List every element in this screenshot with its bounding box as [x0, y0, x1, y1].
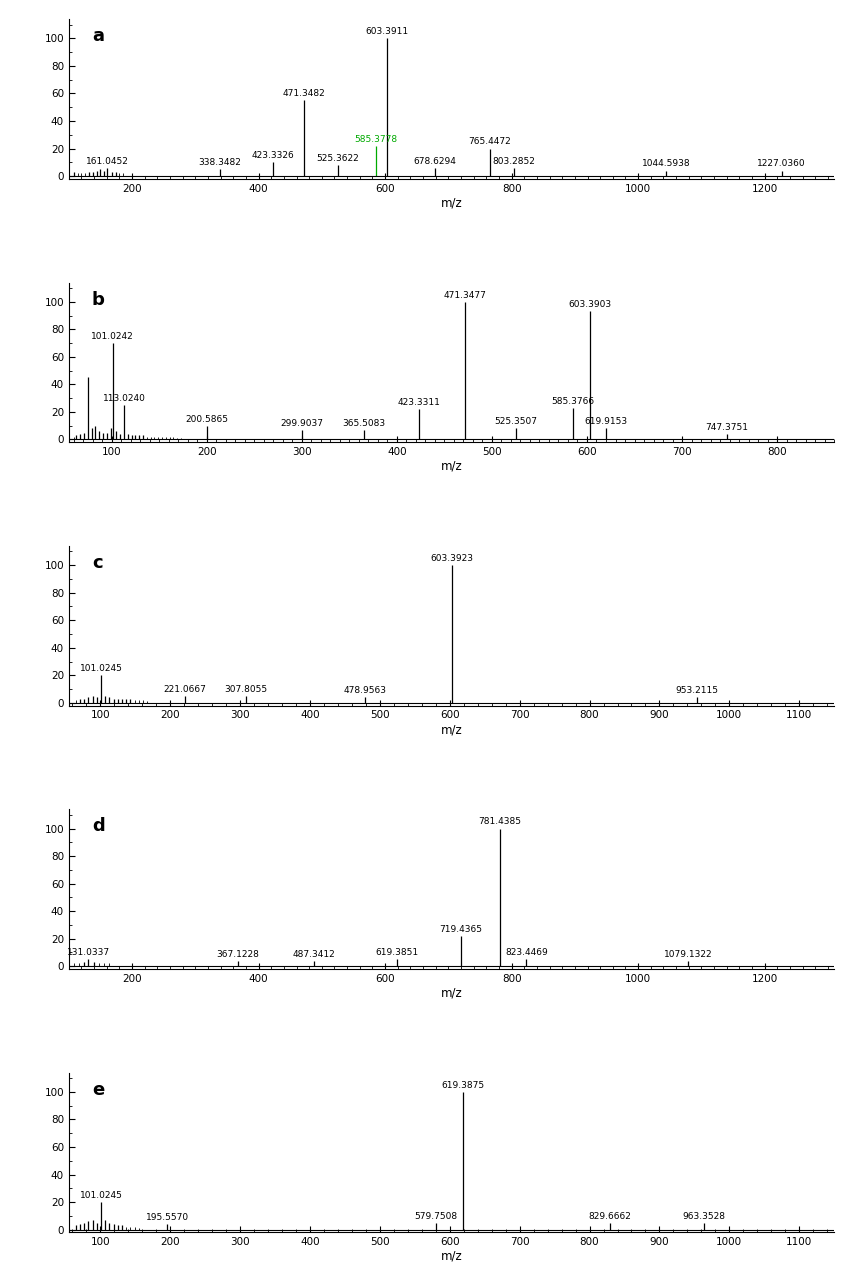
Text: 585.3778: 585.3778: [354, 134, 397, 144]
Text: 525.3507: 525.3507: [494, 418, 538, 427]
Text: 747.3751: 747.3751: [705, 423, 748, 432]
Text: 619.3875: 619.3875: [442, 1080, 485, 1089]
Text: 338.3482: 338.3482: [198, 158, 241, 167]
Text: 603.3911: 603.3911: [366, 27, 408, 36]
Text: 719.4365: 719.4365: [439, 925, 482, 933]
Text: 101.0245: 101.0245: [79, 1191, 122, 1200]
Text: 365.5083: 365.5083: [342, 419, 385, 428]
Text: d: d: [92, 817, 105, 835]
Text: b: b: [92, 290, 105, 309]
Text: 603.3903: 603.3903: [568, 300, 611, 309]
Text: 113.0240: 113.0240: [102, 393, 145, 404]
Text: 803.2852: 803.2852: [492, 157, 535, 166]
Text: 101.0245: 101.0245: [79, 664, 122, 673]
Text: 101.0242: 101.0242: [91, 332, 134, 341]
Text: 525.3622: 525.3622: [316, 155, 359, 163]
Text: 823.4469: 823.4469: [505, 949, 548, 958]
Text: 161.0452: 161.0452: [86, 157, 129, 166]
Text: 131.0337: 131.0337: [67, 949, 110, 958]
Text: 585.3766: 585.3766: [551, 397, 594, 406]
X-axis label: m/z: m/z: [440, 197, 463, 209]
Text: 579.7508: 579.7508: [414, 1212, 458, 1221]
Text: 471.3477: 471.3477: [443, 291, 486, 300]
Text: 221.0667: 221.0667: [163, 684, 206, 693]
Text: 423.3326: 423.3326: [252, 151, 295, 160]
Text: 765.4472: 765.4472: [469, 138, 511, 147]
Text: e: e: [92, 1080, 104, 1098]
Text: 963.3528: 963.3528: [682, 1212, 725, 1221]
Text: 195.5570: 195.5570: [145, 1213, 188, 1222]
X-axis label: m/z: m/z: [440, 1250, 463, 1263]
Text: 200.5865: 200.5865: [186, 415, 229, 424]
Text: 299.9037: 299.9037: [280, 419, 323, 428]
Text: 1227.0360: 1227.0360: [758, 160, 806, 169]
Text: 619.3851: 619.3851: [376, 949, 419, 958]
Text: 478.9563: 478.9563: [344, 686, 387, 695]
Text: 471.3482: 471.3482: [282, 89, 325, 98]
Text: 307.8055: 307.8055: [224, 684, 267, 693]
Text: 367.1228: 367.1228: [217, 950, 259, 959]
Text: 829.6662: 829.6662: [589, 1212, 632, 1221]
X-axis label: m/z: m/z: [440, 987, 463, 1000]
Text: 678.6294: 678.6294: [414, 157, 457, 166]
X-axis label: m/z: m/z: [440, 723, 463, 736]
Text: 487.3412: 487.3412: [292, 950, 335, 959]
Text: a: a: [92, 27, 104, 45]
Text: 603.3923: 603.3923: [431, 554, 474, 563]
Text: 781.4385: 781.4385: [478, 817, 521, 826]
Text: 1079.1322: 1079.1322: [664, 950, 712, 959]
Text: c: c: [92, 554, 102, 572]
Text: 953.2115: 953.2115: [675, 686, 718, 695]
X-axis label: m/z: m/z: [440, 460, 463, 472]
Text: 423.3311: 423.3311: [397, 398, 440, 407]
Text: 1044.5938: 1044.5938: [642, 160, 691, 169]
Text: 619.9153: 619.9153: [584, 418, 628, 427]
